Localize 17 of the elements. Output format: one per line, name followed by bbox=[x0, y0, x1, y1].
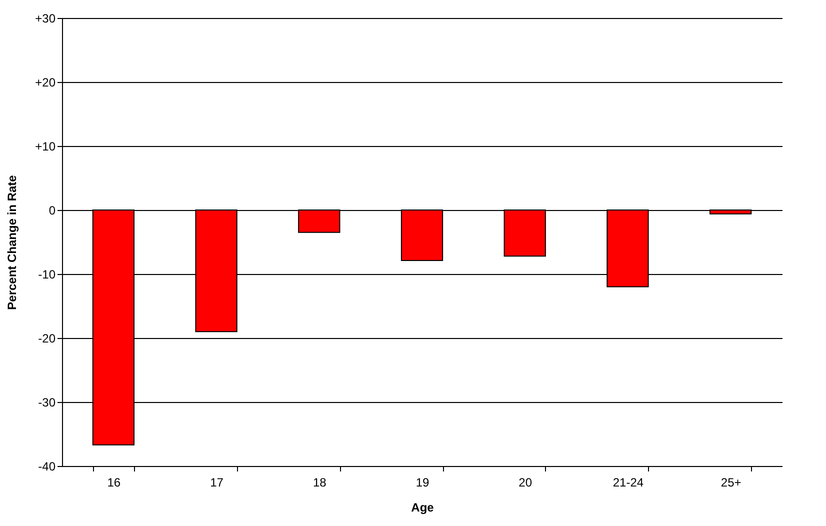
x-tick-label: 18 bbox=[312, 476, 327, 490]
x-axis-title: Age bbox=[411, 500, 434, 514]
y-tick-label: -20 bbox=[38, 332, 56, 346]
x-tick-label: 21-24 bbox=[612, 476, 644, 490]
y-axis-title: Percent Change in Rate bbox=[5, 174, 20, 310]
y-tick-label: 0 bbox=[48, 204, 56, 218]
y-tick-label: -10 bbox=[38, 268, 56, 282]
y-tick-label: +20 bbox=[35, 76, 56, 90]
y-tick-label: +10 bbox=[35, 140, 56, 154]
x-tick-label: 25+ bbox=[720, 476, 742, 490]
y-tick-label: -40 bbox=[38, 460, 56, 474]
x-tick-label: 19 bbox=[416, 476, 430, 490]
y-tick-label: -30 bbox=[38, 396, 56, 410]
x-tick-label: 16 bbox=[107, 476, 121, 490]
x-tick-label: 17 bbox=[210, 476, 224, 490]
x-tick-label: 20 bbox=[518, 476, 532, 490]
y-tick-label: +30 bbox=[35, 12, 56, 26]
